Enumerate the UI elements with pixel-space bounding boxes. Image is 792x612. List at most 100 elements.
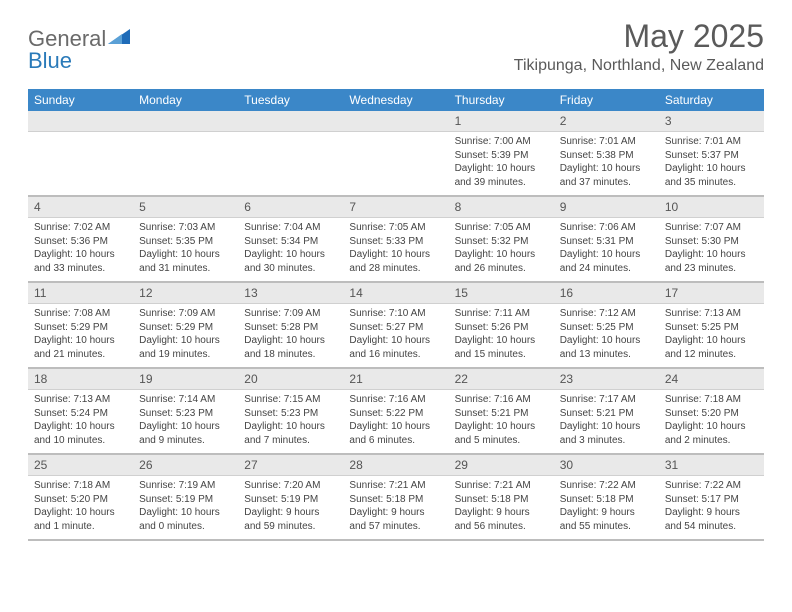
sunset-text: Sunset: 5:18 PM: [455, 493, 548, 507]
day-number: 17: [659, 283, 764, 303]
day-cell: Sunrise: 7:04 AMSunset: 5:34 PMDaylight:…: [238, 218, 343, 281]
sunrise-text: Sunrise: 7:20 AM: [244, 479, 337, 493]
week-4-daynum-row: 25262728293031: [28, 455, 764, 476]
sunrise-text: Sunrise: 7:21 AM: [455, 479, 548, 493]
sunrise-text: Sunrise: 7:09 AM: [139, 307, 232, 321]
day-cell: Sunrise: 7:05 AMSunset: 5:33 PMDaylight:…: [343, 218, 448, 281]
daylight-text-2: and 31 minutes.: [139, 262, 232, 276]
day-number: [238, 111, 343, 131]
day-cell: Sunrise: 7:16 AMSunset: 5:21 PMDaylight:…: [449, 390, 554, 453]
day-number: 7: [343, 197, 448, 217]
calendar: SundayMondayTuesdayWednesdayThursdayFrid…: [28, 89, 764, 541]
day-number: 12: [133, 283, 238, 303]
daylight-text-2: and 2 minutes.: [665, 434, 758, 448]
sunset-text: Sunset: 5:18 PM: [560, 493, 653, 507]
daylight-text-2: and 28 minutes.: [349, 262, 442, 276]
weekday-header-row: SundayMondayTuesdayWednesdayThursdayFrid…: [28, 89, 764, 111]
week-3-daynum-row: 18192021222324: [28, 369, 764, 390]
daylight-text-2: and 23 minutes.: [665, 262, 758, 276]
day-number: 24: [659, 369, 764, 389]
week-1-body-row: Sunrise: 7:02 AMSunset: 5:36 PMDaylight:…: [28, 218, 764, 283]
sunset-text: Sunset: 5:19 PM: [244, 493, 337, 507]
sunset-text: Sunset: 5:26 PM: [455, 321, 548, 335]
sunset-text: Sunset: 5:21 PM: [560, 407, 653, 421]
day-cell: Sunrise: 7:13 AMSunset: 5:24 PMDaylight:…: [28, 390, 133, 453]
day-number: 26: [133, 455, 238, 475]
sunset-text: Sunset: 5:29 PM: [139, 321, 232, 335]
day-number: 1: [449, 111, 554, 131]
daylight-text-1: Daylight: 9 hours: [665, 506, 758, 520]
daylight-text-2: and 13 minutes.: [560, 348, 653, 362]
daylight-text-1: Daylight: 10 hours: [34, 248, 127, 262]
day-number: [343, 111, 448, 131]
day-number: 20: [238, 369, 343, 389]
daylight-text-1: Daylight: 10 hours: [244, 334, 337, 348]
daylight-text-1: Daylight: 9 hours: [349, 506, 442, 520]
daylight-text-2: and 33 minutes.: [34, 262, 127, 276]
day-cell: Sunrise: 7:16 AMSunset: 5:22 PMDaylight:…: [343, 390, 448, 453]
daylight-text-2: and 21 minutes.: [34, 348, 127, 362]
sunset-text: Sunset: 5:32 PM: [455, 235, 548, 249]
week-1-daynum-row: 45678910: [28, 197, 764, 218]
day-cell: Sunrise: 7:01 AMSunset: 5:38 PMDaylight:…: [554, 132, 659, 195]
daylight-text-2: and 16 minutes.: [349, 348, 442, 362]
weekday-wednesday: Wednesday: [343, 89, 448, 111]
daylight-text-2: and 10 minutes.: [34, 434, 127, 448]
day-cell: [133, 132, 238, 195]
sunrise-text: Sunrise: 7:12 AM: [560, 307, 653, 321]
daylight-text-1: Daylight: 9 hours: [244, 506, 337, 520]
day-number: 3: [659, 111, 764, 131]
day-cell: Sunrise: 7:03 AMSunset: 5:35 PMDaylight:…: [133, 218, 238, 281]
daylight-text-1: Daylight: 9 hours: [560, 506, 653, 520]
sunrise-text: Sunrise: 7:13 AM: [665, 307, 758, 321]
daylight-text-2: and 1 minute.: [34, 520, 127, 534]
sunset-text: Sunset: 5:33 PM: [349, 235, 442, 249]
daylight-text-2: and 15 minutes.: [455, 348, 548, 362]
sunrise-text: Sunrise: 7:10 AM: [349, 307, 442, 321]
sunset-text: Sunset: 5:19 PM: [139, 493, 232, 507]
day-number: 27: [238, 455, 343, 475]
daylight-text-2: and 24 minutes.: [560, 262, 653, 276]
day-number: 28: [343, 455, 448, 475]
sunrise-text: Sunrise: 7:21 AM: [349, 479, 442, 493]
daylight-text-1: Daylight: 10 hours: [34, 420, 127, 434]
daylight-text-2: and 9 minutes.: [139, 434, 232, 448]
day-cell: Sunrise: 7:21 AMSunset: 5:18 PMDaylight:…: [343, 476, 448, 539]
sunrise-text: Sunrise: 7:19 AM: [139, 479, 232, 493]
sunset-text: Sunset: 5:31 PM: [560, 235, 653, 249]
day-number: 23: [554, 369, 659, 389]
daylight-text-2: and 19 minutes.: [139, 348, 232, 362]
day-number: 2: [554, 111, 659, 131]
daylight-text-1: Daylight: 10 hours: [665, 420, 758, 434]
daylight-text-1: Daylight: 10 hours: [560, 334, 653, 348]
sunrise-text: Sunrise: 7:18 AM: [34, 479, 127, 493]
daylight-text-2: and 56 minutes.: [455, 520, 548, 534]
sunset-text: Sunset: 5:28 PM: [244, 321, 337, 335]
sunset-text: Sunset: 5:21 PM: [455, 407, 548, 421]
day-cell: Sunrise: 7:00 AMSunset: 5:39 PMDaylight:…: [449, 132, 554, 195]
day-number: 8: [449, 197, 554, 217]
week-0-body-row: Sunrise: 7:00 AMSunset: 5:39 PMDaylight:…: [28, 132, 764, 197]
day-cell: Sunrise: 7:17 AMSunset: 5:21 PMDaylight:…: [554, 390, 659, 453]
day-number: 11: [28, 283, 133, 303]
sunset-text: Sunset: 5:23 PM: [139, 407, 232, 421]
day-cell: Sunrise: 7:01 AMSunset: 5:37 PMDaylight:…: [659, 132, 764, 195]
daylight-text-1: Daylight: 10 hours: [665, 248, 758, 262]
day-cell: [238, 132, 343, 195]
header: General General Blue May 2025 Tikipunga,…: [28, 18, 764, 83]
week-0-daynum-row: 123: [28, 111, 764, 132]
daylight-text-2: and 59 minutes.: [244, 520, 337, 534]
daylight-text-1: Daylight: 10 hours: [139, 248, 232, 262]
day-number: 16: [554, 283, 659, 303]
sunset-text: Sunset: 5:35 PM: [139, 235, 232, 249]
day-cell: Sunrise: 7:22 AMSunset: 5:17 PMDaylight:…: [659, 476, 764, 539]
sunset-text: Sunset: 5:20 PM: [665, 407, 758, 421]
daylight-text-1: Daylight: 10 hours: [349, 248, 442, 262]
sunset-text: Sunset: 5:34 PM: [244, 235, 337, 249]
sunset-text: Sunset: 5:37 PM: [665, 149, 758, 163]
daylight-text-1: Daylight: 10 hours: [455, 248, 548, 262]
daylight-text-1: Daylight: 10 hours: [34, 506, 127, 520]
sunset-text: Sunset: 5:25 PM: [560, 321, 653, 335]
daylight-text-2: and 26 minutes.: [455, 262, 548, 276]
daylight-text-2: and 6 minutes.: [349, 434, 442, 448]
